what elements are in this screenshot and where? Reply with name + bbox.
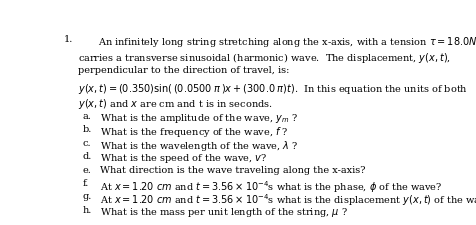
Text: f.: f.: [82, 178, 89, 187]
Text: At $x = 1.20$ $cm$ and $t = 3.56\times10^{-4}$s what is the phase, $\phi$ of the: At $x = 1.20$ $cm$ and $t = 3.56\times10…: [99, 178, 441, 194]
Text: carries a transverse sinusoidal (harmonic) wave.  The displacement, $y(x,t)$,: carries a transverse sinusoidal (harmoni…: [78, 50, 450, 64]
Text: b.: b.: [82, 125, 92, 134]
Text: e.: e.: [82, 165, 91, 174]
Text: perpendicular to the direction of travel, is:: perpendicular to the direction of travel…: [78, 66, 289, 75]
Text: What is the speed of the wave, $v$?: What is the speed of the wave, $v$?: [99, 152, 267, 164]
Text: g.: g.: [82, 192, 92, 200]
Text: h.: h.: [82, 205, 92, 214]
Text: a.: a.: [82, 112, 91, 121]
Text: What direction is the wave traveling along the x-axis?: What direction is the wave traveling alo…: [99, 165, 364, 174]
Text: What is the wavelength of the wave, $\lambda$ ?: What is the wavelength of the wave, $\la…: [99, 138, 298, 152]
Text: d.: d.: [82, 152, 92, 160]
Text: At $x = 1.20$ $cm$ and $t = 3.56\times10^{-4}$s what is the displacement $y(x,t): At $x = 1.20$ $cm$ and $t = 3.56\times10…: [99, 192, 476, 207]
Text: What is the frequency of the wave, $f$ ?: What is the frequency of the wave, $f$ ?: [99, 125, 288, 139]
Text: An infinitely long string stretching along the x-axis, with a tension $\tau =18.: An infinitely long string stretching alo…: [98, 35, 476, 49]
Text: $y(x,t)$ and $x$ are cm and t is in seconds.: $y(x,t)$ and $x$ are cm and t is in seco…: [78, 96, 272, 110]
Text: 1.: 1.: [64, 35, 73, 44]
Text: What is the amplitude of the wave, $y_m$ ?: What is the amplitude of the wave, $y_m$…: [99, 112, 297, 124]
Text: c.: c.: [82, 138, 91, 147]
Text: What is the mass per unit length of the string, $\mu$ ?: What is the mass per unit length of the …: [99, 205, 347, 218]
Text: $y(x,t) = (0.350)\sin(\,(0.0500\;\pi\,)x + (300.0\;\pi)t)$.  In this equation th: $y(x,t) = (0.350)\sin(\,(0.0500\;\pi\,)x…: [78, 82, 467, 95]
